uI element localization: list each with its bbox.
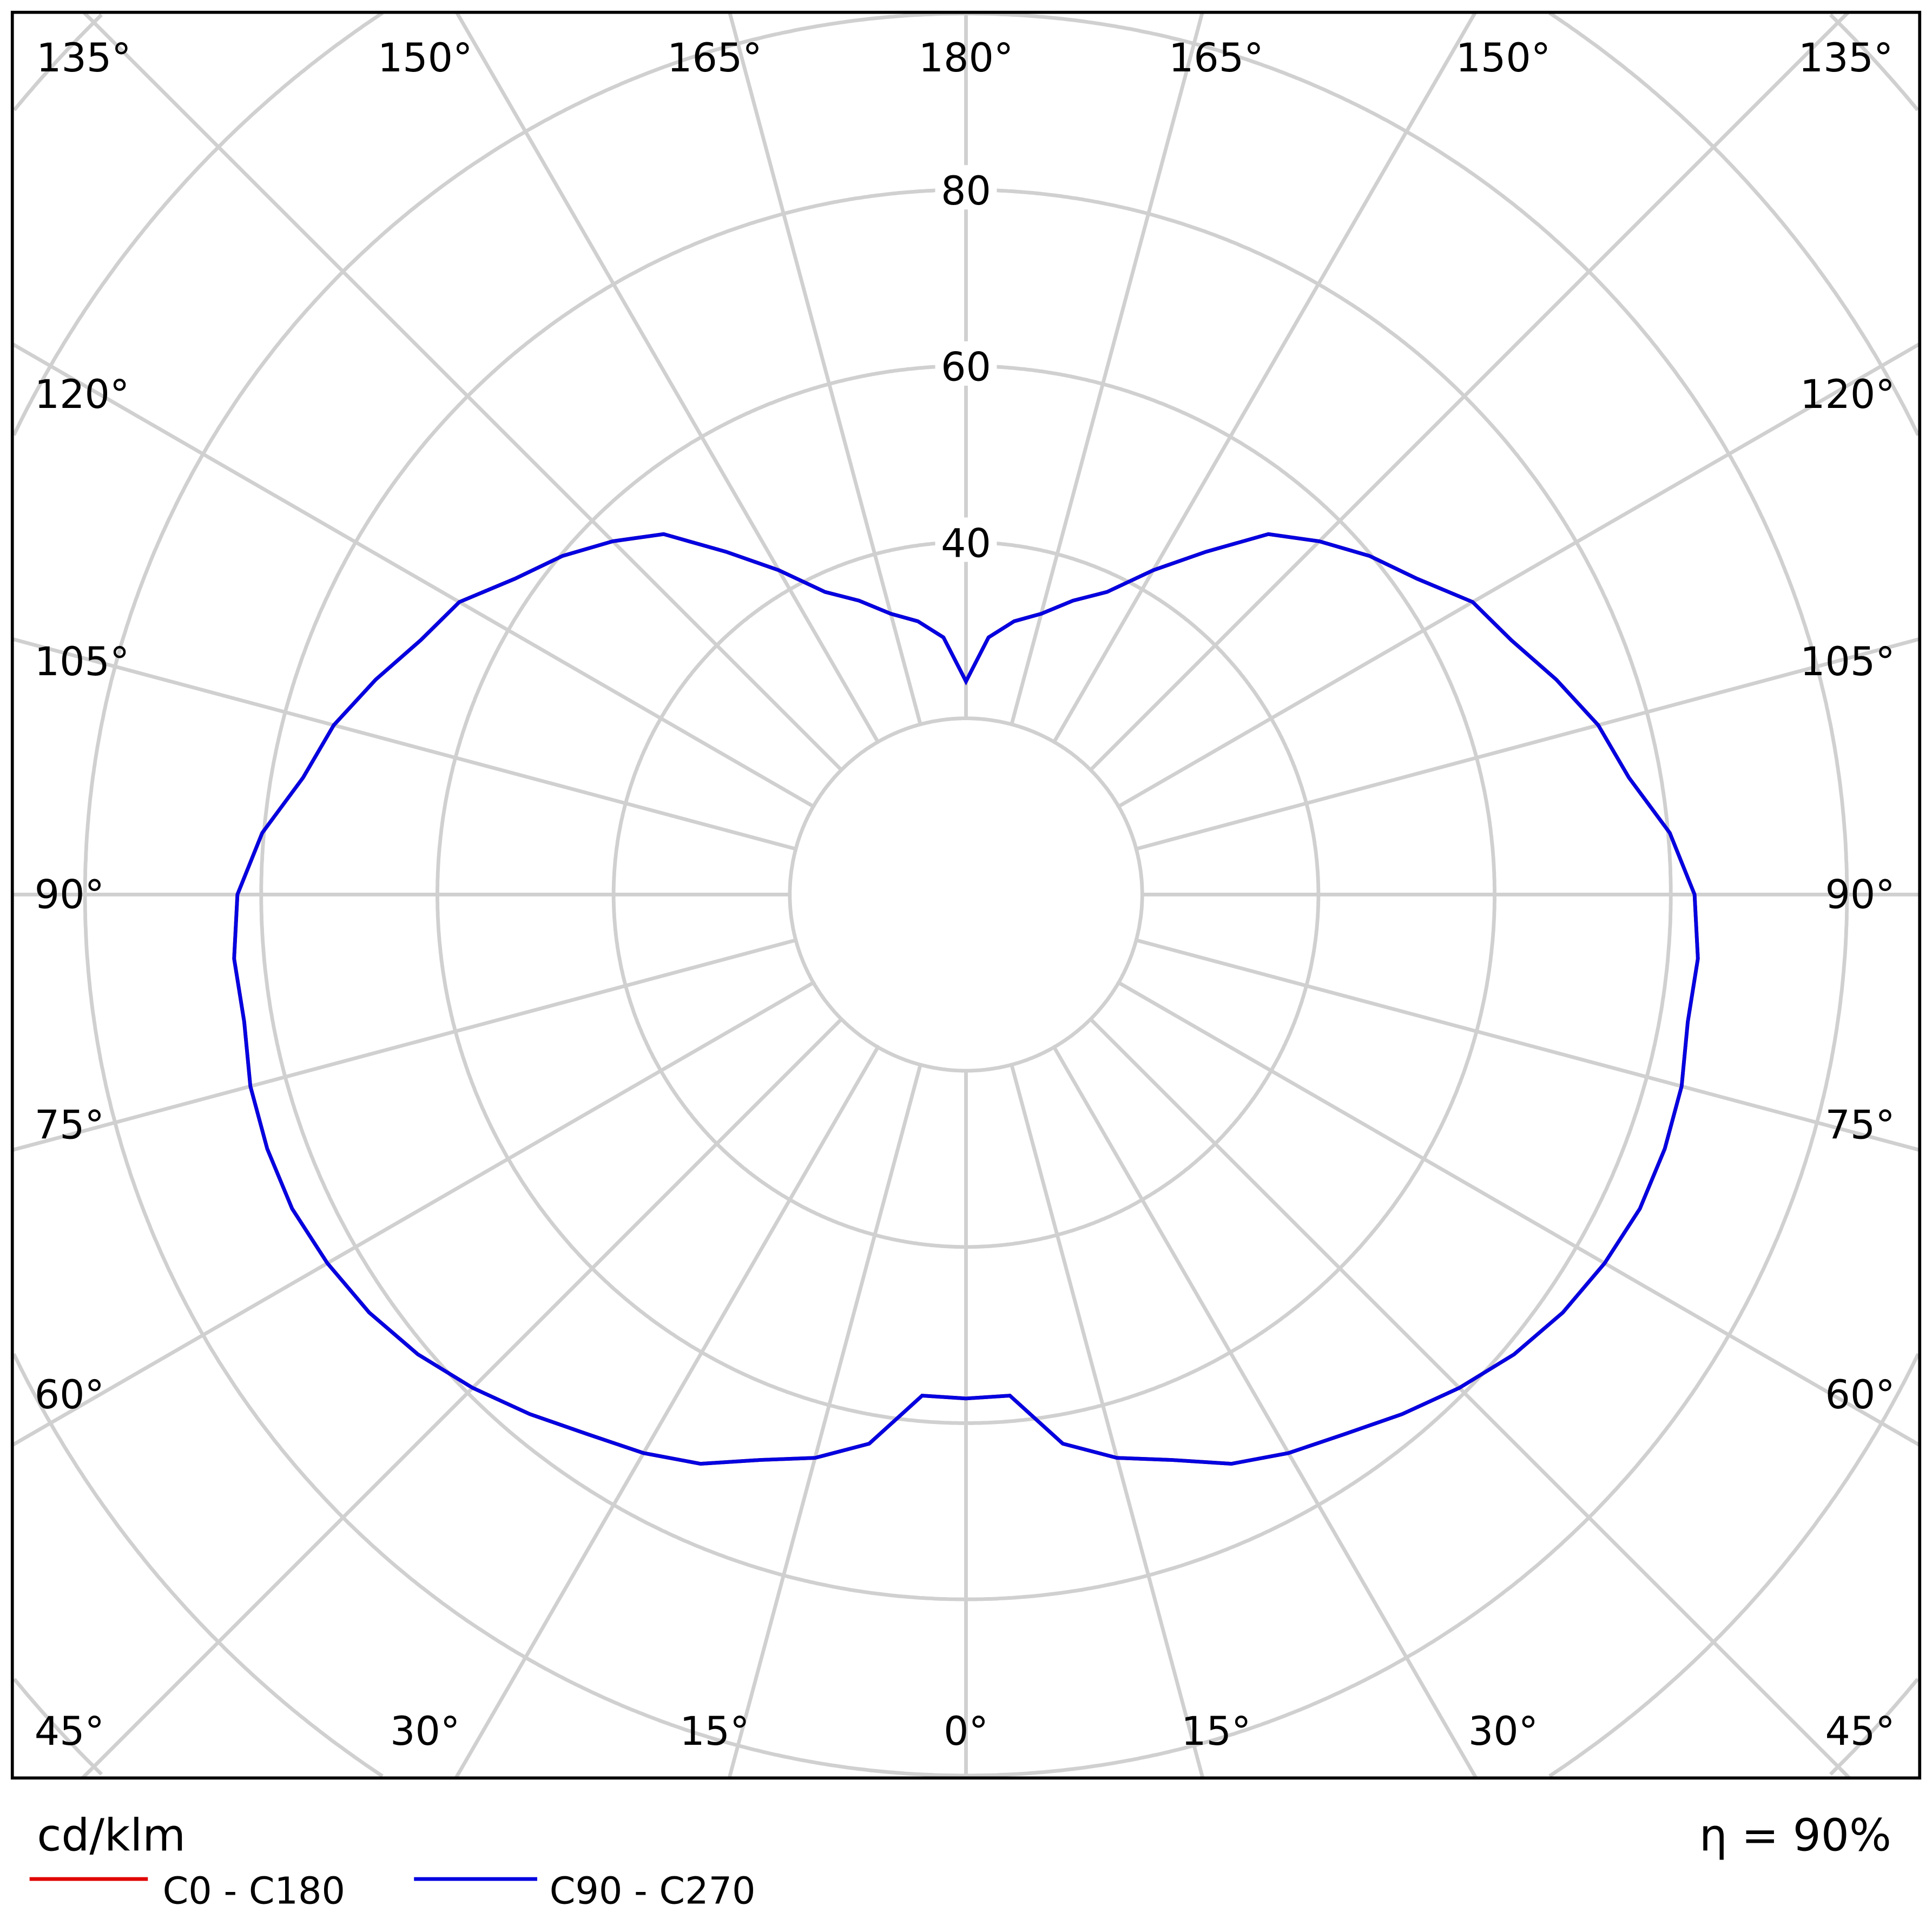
angle-label: 150° [1456,35,1551,81]
angle-label: 120° [35,372,130,418]
grid-spoke [1089,11,1850,772]
legend-label-c90: C90 - C270 [550,1870,756,1913]
grid-spoke [11,938,796,1152]
grid-spoke [1052,11,1477,743]
curves [232,532,1700,1466]
grid-spoke [11,981,815,1447]
grid-spoke [81,1018,843,1779]
unit-label: cd/klm [37,1810,186,1862]
grid-spoke [1117,981,1921,1447]
grid-spoke [1136,637,1921,851]
radial-tick-labels: 40 60 80 [935,165,997,566]
plot-frame [10,10,1922,1780]
legend: C0 - C180 C90 - C270 [29,1870,756,1913]
angle-label: 45° [35,1709,104,1755]
angle-label: 60° [1825,1372,1895,1418]
grid-spoke [454,1046,880,1779]
angle-label: 75° [35,1102,104,1148]
grid-spoke [1136,938,1921,1152]
angle-label: 105° [35,639,130,685]
grid-ring [12,11,1920,1778]
angle-label: 75° [1825,1102,1895,1148]
angle-label: 180° [919,35,1014,81]
angle-label: 105° [1800,639,1895,685]
angle-label: 0° [944,1709,988,1755]
angle-label: 135° [1798,35,1894,81]
angle-label: 30° [390,1709,460,1755]
series-curve-1 [232,532,1700,1466]
grid-spoke [1010,1064,1205,1779]
angle-label: 15° [1181,1709,1251,1755]
grid-spoke [1117,342,1921,808]
angle-label: 150° [378,35,473,81]
grid-spoke [1052,1046,1478,1779]
angle-label: 15° [680,1709,749,1755]
legend-label-c0: C0 - C180 [163,1870,345,1913]
angle-label: 165° [667,35,762,81]
grid-spoke [455,11,880,743]
angle-label: 90° [1825,872,1895,918]
tick-label-bg [935,517,997,562]
angle-labels: 135° 150° 165° 180° 165° 150° 135° 120° 120° 105°… [35,35,1895,1755]
grid-spoke [727,1064,922,1779]
grid-ring [788,716,1144,1073]
grid-ring [12,13,1920,1776]
angle-label: 120° [1800,372,1895,418]
grid-spoke [1089,1018,1851,1779]
grid-spoke [728,11,922,725]
grid-spoke [11,637,796,851]
radial-tick-label: 60 [941,345,991,391]
angle-label: 165° [1169,35,1264,81]
tick-label-bg [935,165,997,210]
angle-label: 135° [36,35,131,81]
angle-label: 30° [1468,1709,1538,1755]
angle-label: 60° [35,1372,104,1418]
grid [11,11,1921,1779]
grid-spoke [11,342,815,808]
efficiency-label: η = 90% [1699,1810,1891,1862]
radial-tick-label: 40 [941,520,991,566]
angle-label: 90° [35,872,104,918]
tick-label-bg [935,341,997,386]
angle-label: 45° [1825,1709,1895,1755]
grid-spoke [1010,11,1204,725]
radial-tick-label: 80 [941,168,991,214]
grid-spoke [82,11,843,772]
